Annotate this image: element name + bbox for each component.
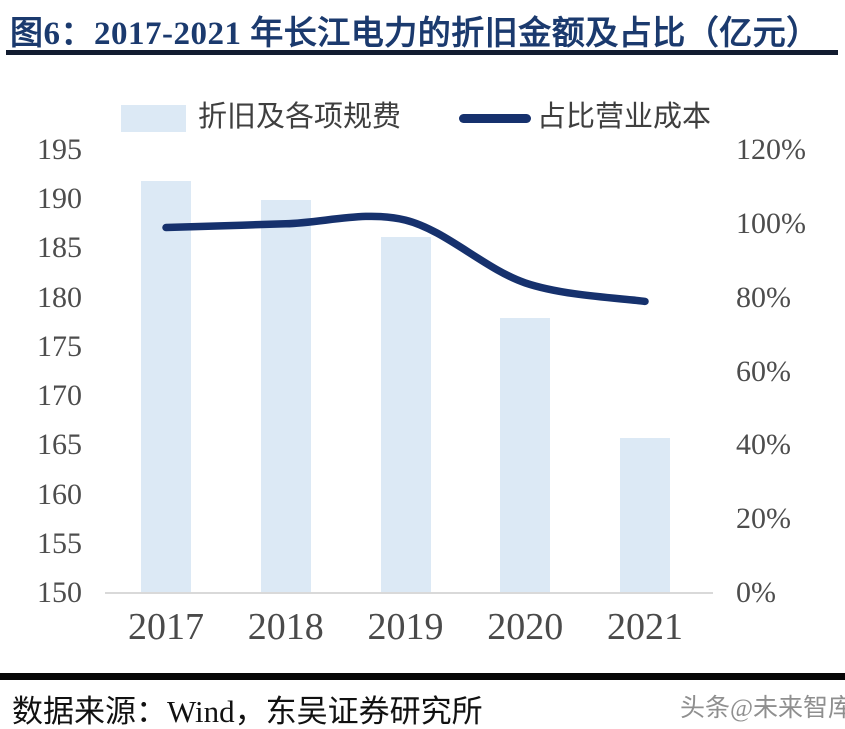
x-axis-label-2021: 2021 [607, 606, 683, 648]
watermark-text: 头条@未来智库 [680, 695, 845, 722]
legend-bar-swatch-icon [121, 105, 186, 132]
bar-2017 [141, 180, 191, 593]
right-axis-tick: 60% [736, 354, 791, 388]
legend-line-swatch-icon [459, 114, 531, 123]
left-axis-tick: 195 [37, 133, 82, 166]
left-axis-tick: 165 [37, 428, 82, 462]
x-axis-line [105, 592, 713, 594]
bar-2019 [380, 236, 431, 593]
figure-title: 图6：2017-2021 年长江电力的折旧金额及占比（亿元） [10, 16, 820, 52]
x-axis-label-2020: 2020 [487, 606, 564, 648]
bar-2021 [620, 438, 670, 593]
title-divider [6, 50, 838, 55]
left-axis-tick: 160 [37, 477, 82, 511]
left-axis-tick: 150 [37, 576, 82, 609]
right-axis-tick: 120% [736, 133, 806, 166]
left-axis-tick: 180 [37, 280, 82, 314]
x-axis-label-2019: 2019 [367, 606, 444, 648]
right-axis-tick: 80% [736, 280, 791, 314]
right-axis-tick: 0% [736, 576, 776, 609]
x-axis-label-2017: 2017 [128, 606, 204, 648]
right-axis-tick: 40% [736, 428, 791, 462]
left-axis-tick: 170 [37, 379, 82, 413]
left-axis-tick: 155 [37, 526, 82, 560]
footer-divider [0, 673, 845, 680]
left-axis-tick: 175 [37, 329, 82, 363]
left-axis-tick: 190 [37, 182, 82, 216]
data-source-text: 数据来源：Wind，东吴证券研究所 [12, 694, 483, 729]
bar-2020 [500, 318, 551, 593]
right-axis-tick: 100% [736, 206, 806, 240]
left-axis-tick: 185 [37, 231, 82, 265]
right-axis-tick: 20% [736, 502, 791, 536]
legend-line-label: 占比营业成本 [537, 101, 712, 133]
x-axis-label-2018: 2018 [247, 606, 324, 648]
legend-bar-label: 折旧及各项规费 [198, 101, 402, 133]
bar-2018 [260, 200, 311, 593]
